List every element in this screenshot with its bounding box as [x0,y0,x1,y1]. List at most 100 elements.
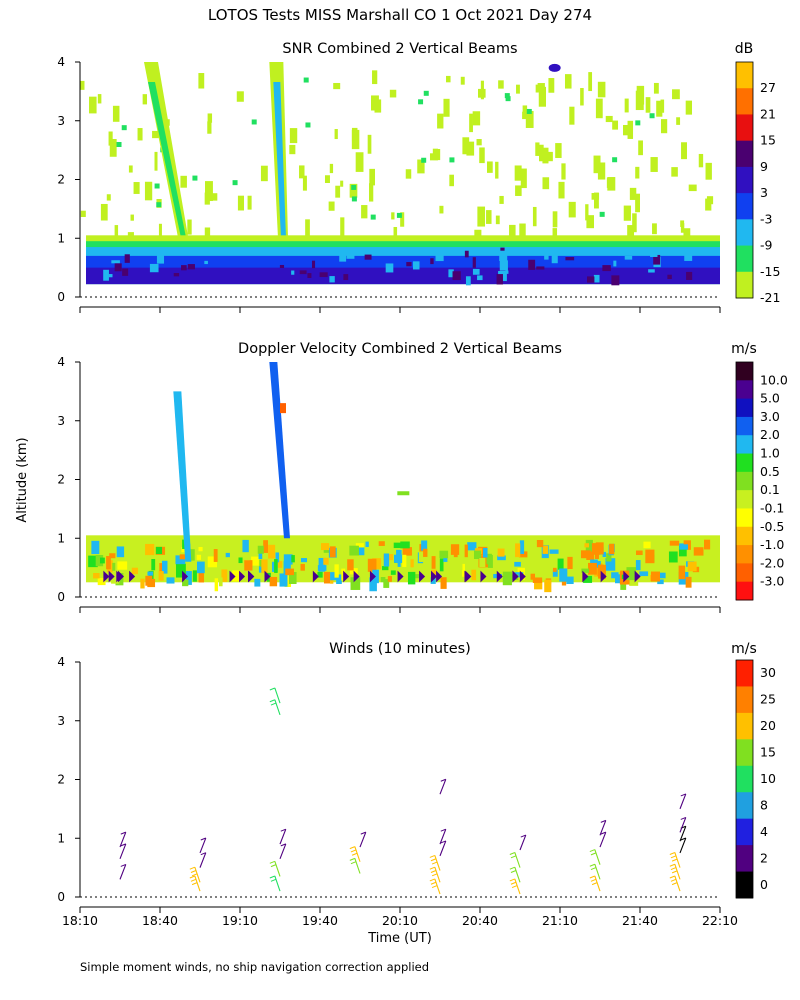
snr-layer-texture [544,248,549,260]
velocity-layer-cell [410,559,414,568]
wind-barb-4-1 [434,866,441,883]
velocity-layer-cell [251,556,259,566]
snr-layer-texture [406,262,412,267]
velocity-layer-cell [636,550,643,556]
snr-weak-echo [629,187,637,200]
y-tick-label-1: 1 [57,831,65,845]
colorbar-swatch-2 [736,114,753,142]
snr-weak-echo [685,100,693,115]
velocity-layer-cell [453,547,458,561]
snr-layer-texture [477,275,483,281]
colorbar-label-9: -1.0 [760,537,784,552]
velocity-layer-cell [639,571,649,577]
snr-weak-echo [597,162,606,180]
footer-note: Simple moment winds, no ship navigation … [80,960,429,974]
wind-barb-1-2 [199,852,207,868]
snr-layer-texture [329,276,335,283]
velocity-layer-cell [418,551,424,562]
colorbar-swatch-7 [736,245,753,273]
panel-1-title: SNR Combined 2 Vertical Beams [282,41,517,57]
velocity-layer-cell [602,551,607,558]
wind-barb-flag [191,873,198,877]
snr-weak-echo [477,206,486,227]
velocity-layer-cell [467,542,477,551]
snr-weak-echo [594,192,599,209]
x-tick-label-20:40: 20:40 [462,913,498,928]
snr-weak-echo [520,168,527,189]
colorbar-swatch-10 [736,545,753,564]
snr-echo-spot [649,113,655,119]
y-tick-label-0: 0 [57,290,65,304]
velocity-layer-cell [518,551,528,558]
wind-barb-4-2 [434,855,441,871]
wind-barb-4-4 [439,829,447,845]
snr-layer-texture [472,268,480,275]
wind-barb-flag [430,870,437,873]
velocity-layer-cell [549,549,559,554]
velocity-layer-cell [585,539,593,552]
velocity-layer-cell [486,553,492,565]
velocity-layer-cell [679,544,688,550]
snr-layer-texture [686,271,693,280]
wind-barb-flag [280,828,286,832]
velocity-layer-cell [261,559,268,574]
panel-1-colorbar-unit: dB [735,41,754,57]
colorbar-swatch-4 [736,435,753,455]
snr-layer-texture [648,269,655,273]
velocity-layer-cell [218,577,223,587]
winds-axes: 0 1 2 3 4 18:10 18:40 19:10 19:40 20:10 20:40 21:10… [57,655,738,928]
velocity-layer-cell [88,555,98,568]
snr-weak-echo [568,201,576,218]
snr-weak-echo [698,153,704,168]
wind-barb-5-0 [514,878,521,895]
wind-barb-flag [600,819,606,823]
velocity-layer-cell [117,561,128,570]
wind-barb-flag [120,831,126,835]
snr-weak-echo [108,131,113,146]
wind-barb-flag [280,843,286,847]
x-tick-label-18:40: 18:40 [142,913,178,928]
velocity-layer-cell [196,561,205,574]
y-tick-label-0: 0 [57,890,65,904]
velocity-layer-cell [515,543,521,558]
velocity-layer-cell [372,558,382,570]
velocity-layer-cell [320,543,330,551]
wind-barb-2-5 [274,687,281,704]
wind-barb-0-2 [119,831,127,848]
velocity-layer-cell [131,567,138,575]
snr-weak-echo [569,106,575,125]
snr-layer-texture [617,251,625,256]
velocity-layer-cell [275,552,280,563]
snr-layer-texture [500,247,505,251]
colorbar-swatch-1 [736,380,753,400]
velocity-layer-cell [396,549,402,563]
colorbar-label-4: 3 [760,185,768,200]
snr-weak-echo [552,211,558,228]
velocity-layer-cell [93,573,100,579]
wind-barb-7-5 [679,817,687,833]
snr-layer-texture [611,275,620,286]
velocity-layer-cell [232,570,240,582]
snr-echo-spot [418,99,424,105]
velocity-layer-cell [552,569,558,577]
wind-barb-flag [269,687,276,691]
velocity-marker [582,570,589,583]
snr-weak-echo [340,217,345,237]
wind-barb-flag [510,870,517,873]
velocity-layer-cell [257,545,264,554]
y-tick-label-1: 1 [57,531,65,545]
wind-barb-flag [190,870,197,873]
wind-barb-flag [509,866,516,870]
x-tick-label-22:10: 22:10 [702,913,738,928]
velocity-layer-cell [112,562,116,571]
snr-weak-echo [152,130,159,139]
velocity-marker [480,570,487,583]
wind-barb-flag [270,864,277,868]
snr-layer-texture [412,261,420,270]
snr-weak-echo [371,95,379,111]
velocity-marker [634,570,641,583]
velocity-layer-cell [629,574,639,586]
snr-weak-echo [495,215,500,225]
velocity-marker [623,570,630,583]
snr-weak-echo [638,140,643,156]
